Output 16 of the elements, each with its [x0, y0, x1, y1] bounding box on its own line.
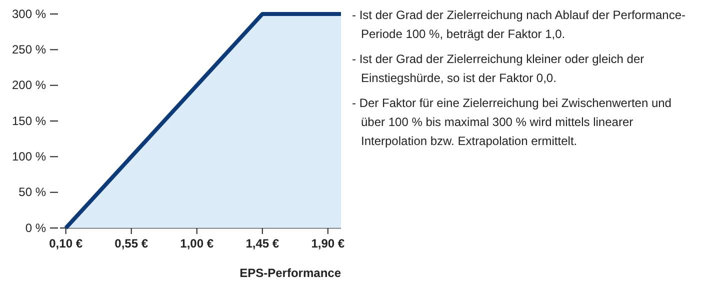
x-tick-label: 0,10 € — [49, 236, 83, 251]
y-tick-label: 300 % — [12, 6, 46, 21]
y-tick-label: 200 % — [12, 78, 46, 92]
text: - Ist der Grad der Zielerreichung nach Ablauf der Performance-Periode 100 %, beträgt der Faktor 1,0. — [352, 7, 686, 43]
text: - Der Faktor für eine Zielerreichung bei Zwischenwerten und über 100 % bis maximal 300 % wird mittels linearer Interpolation bzw. Extrapolation ermittelt. — [352, 95, 672, 150]
x-tick-label: 1,00 € — [180, 236, 214, 251]
x-tick-label: 0,55 € — [114, 236, 148, 251]
y-tick-label: 0 % — [25, 220, 46, 235]
y-tick-label: 250 % — [12, 42, 46, 57]
x-axis-title: EPS-Performance — [240, 266, 342, 280]
y-tick-label: 100 % — [12, 150, 46, 164]
y-tick-label: 50 % — [18, 185, 46, 200]
text: - Ist der Grad der Zielerreichung kleiner oder gleich der Einstiegshürde, so ist der Faktor 0,0. — [352, 51, 646, 87]
y-tick-label: 150 % — [12, 114, 46, 128]
x-tick-label: 1,45 € — [246, 236, 280, 251]
x-tick-label: 1,90 € — [311, 236, 345, 251]
